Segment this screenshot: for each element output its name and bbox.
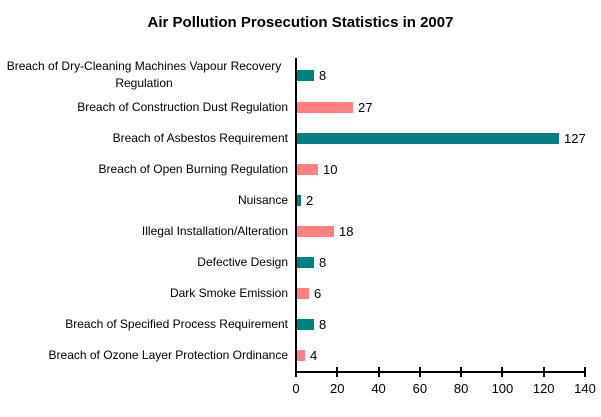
bar — [297, 164, 318, 175]
category-label: Dark Smoke Emission — [0, 285, 295, 302]
category-label: Breach of Asbestos Requirement — [0, 130, 295, 147]
bar — [297, 195, 301, 206]
bar-area: 6 — [295, 287, 601, 300]
bar-area: 2 — [295, 194, 601, 207]
value-label: 27 — [358, 100, 373, 115]
value-label: 2 — [306, 193, 314, 208]
category-label-text: Defective Design — [197, 255, 288, 269]
chart-title: Air Pollution Prosecution Statistics in … — [147, 14, 454, 31]
category-label: Breach of Dry-Cleaning Machines Vapour R… — [0, 58, 295, 92]
bar-area: 10 — [295, 163, 601, 176]
category-label-text: Dark Smoke Emission — [169, 286, 288, 300]
bar — [297, 288, 309, 299]
category-label: Nuisance — [0, 192, 295, 209]
category-label-text: Breach of Open Burning Regulation — [98, 162, 288, 176]
x-tick — [418, 367, 421, 377]
bar-area: 27 — [295, 101, 601, 114]
x-tick-label: 0 — [292, 381, 300, 396]
category-label: Illegal Installation/Alteration — [0, 223, 295, 240]
category-label-text: Nuisance — [237, 193, 288, 207]
chart-row: Nuisance 2 — [0, 185, 601, 216]
value-label: 8 — [319, 67, 327, 83]
x-tick — [460, 367, 463, 377]
value-label: 8 — [319, 255, 327, 270]
bar-area: 8 — [295, 256, 601, 269]
category-label-text: Breach of Ozone Layer Protection Ordinan… — [48, 348, 288, 362]
category-label: Breach of Open Burning Regulation — [0, 161, 295, 178]
x-tick — [584, 367, 586, 377]
chart-row: Defective Design 8 — [0, 247, 601, 278]
x-tick-label: 120 — [532, 381, 555, 396]
bar-area: 8 — [295, 318, 601, 331]
x-tick-label: 60 — [412, 381, 428, 396]
x-tick-label: 100 — [491, 381, 514, 396]
bar-area: 8 — [295, 69, 601, 82]
category-label: Breach of Construction Dust Regulation — [0, 99, 295, 116]
x-axis: 0 20 40 60 80 100 120 140 — [292, 367, 596, 411]
bar — [297, 350, 305, 361]
bar — [297, 133, 559, 144]
value-label: 8 — [319, 317, 327, 332]
plot-rows: Breach of Dry-Cleaning Machines Vapour R… — [0, 58, 601, 371]
bar — [297, 257, 314, 268]
x-tick — [295, 367, 297, 377]
category-label: Defective Design — [0, 254, 295, 271]
value-label: 4 — [310, 348, 318, 363]
x-tick-label: 20 — [330, 381, 345, 396]
chart-row: Breach of Dry-Cleaning Machines Vapour R… — [0, 58, 601, 92]
bar-area: 18 — [295, 225, 601, 238]
x-tick-label: 40 — [371, 381, 386, 396]
chart-row: Breach of Specified Process Requirement 8 — [0, 309, 601, 340]
x-tick — [501, 367, 504, 377]
chart-row: Illegal Installation/Alteration 18 — [0, 216, 601, 247]
bar — [297, 319, 314, 330]
category-label: Breach of Specified Process Requirement — [0, 316, 295, 333]
category-label-text: Breach of Asbestos Requirement — [112, 131, 288, 145]
value-label: 127 — [564, 131, 586, 146]
x-tick-label: 80 — [453, 381, 469, 396]
category-label-text: Breach of Construction Dust Regulation — [77, 100, 288, 114]
chart-row: Breach of Ozone Layer Protection Ordinan… — [0, 340, 601, 371]
bar-area: 4 — [295, 349, 601, 362]
category-label-text: Breach of Dry-Cleaning Machines Vapour R… — [6, 59, 282, 90]
chart-row: Dark Smoke Emission 6 — [0, 278, 601, 309]
x-tick — [336, 367, 339, 377]
value-label: 6 — [314, 286, 322, 301]
bar — [297, 69, 314, 81]
bar — [297, 226, 334, 237]
x-tick — [542, 367, 545, 377]
x-tick — [377, 367, 380, 377]
x-tick-label: 140 — [574, 381, 596, 396]
value-label: 18 — [339, 224, 354, 239]
bar-area: 127 — [295, 132, 601, 145]
value-label: 10 — [323, 162, 338, 177]
chart-row: Breach of Construction Dust Regulation 27 — [0, 92, 601, 123]
category-label-text: Illegal Installation/Alteration — [141, 224, 288, 238]
bar — [297, 102, 353, 113]
chart-row: Breach of Open Burning Regulation 10 — [0, 154, 601, 185]
category-label-text: Breach of Specified Process Requirement — [65, 317, 288, 331]
category-label: Breach of Ozone Layer Protection Ordinan… — [0, 347, 295, 364]
chart-row: Breach of Asbestos Requirement 127 — [0, 123, 601, 154]
